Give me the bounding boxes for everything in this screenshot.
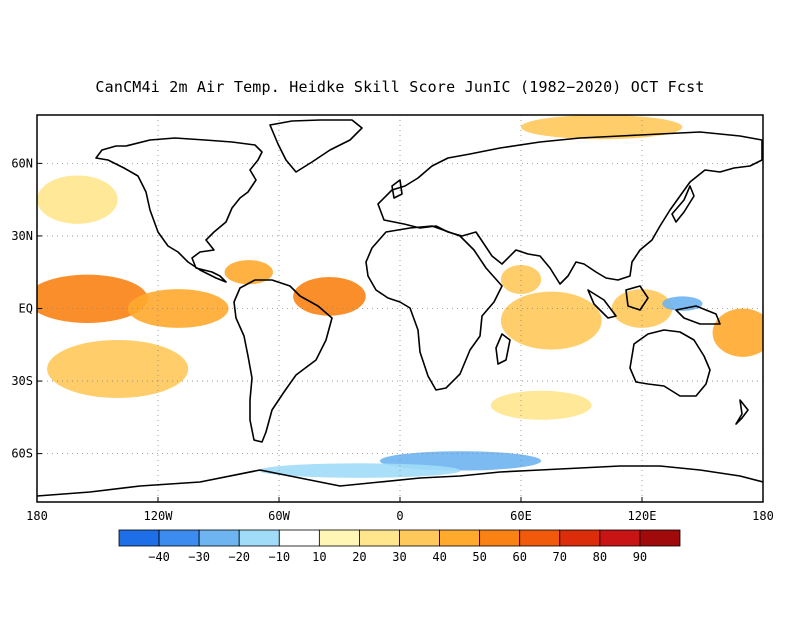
colorbar-label: 50 xyxy=(472,550,486,564)
colorbar-swatch xyxy=(599,529,641,547)
lon-tick-label: 60W xyxy=(268,509,290,523)
coastline-sumatra xyxy=(587,289,617,319)
colorbar-label: −10 xyxy=(268,550,290,564)
colorbar-swatch xyxy=(359,529,400,547)
lon-tick-label: 180 xyxy=(752,509,774,523)
coastline-australia xyxy=(629,329,711,397)
lon-tick-label: 120W xyxy=(144,509,174,523)
skill-region-south-pacific xyxy=(47,339,189,398)
lat-tick-label: EQ xyxy=(19,302,33,316)
colorbar-swatch xyxy=(559,529,601,547)
skill-region-indian-ocean xyxy=(500,291,602,350)
skill-region-antarctic-coast-neg xyxy=(258,463,461,478)
skill-field xyxy=(37,115,763,478)
colorbar-label: 40 xyxy=(432,550,446,564)
coastline-borneo xyxy=(625,285,649,311)
lat-tick-label: 60N xyxy=(11,156,33,170)
colorbar-label: 60 xyxy=(512,550,526,564)
skill-region-caribbean xyxy=(224,260,273,285)
colorbar-swatch xyxy=(519,529,561,547)
colorbar-label: 20 xyxy=(352,550,366,564)
colorbar-swatch xyxy=(158,529,200,547)
coastline-new-zealand xyxy=(735,399,749,425)
colorbar-swatch xyxy=(639,529,681,547)
coastline-british-isles xyxy=(391,179,403,199)
lat-tick-labels: 60N 30N EQ 30S 60S xyxy=(11,156,42,461)
colorbar-swatch xyxy=(278,529,320,547)
colorbar-swatch xyxy=(479,529,521,547)
lat-tick-label: 30S xyxy=(11,374,33,388)
lon-tick-label: 0 xyxy=(396,509,403,523)
plot-area xyxy=(37,115,763,502)
skill-region-tropical-atlantic xyxy=(293,277,366,316)
skill-region-north-pacific xyxy=(37,175,118,224)
skill-region-east-pacific-eq xyxy=(127,289,229,328)
colorbar-label: 10 xyxy=(312,550,326,564)
colorbar-swatch xyxy=(318,529,360,547)
colorbar-swatch xyxy=(439,529,481,547)
coastline-japan xyxy=(671,185,695,223)
colorbar-swatch xyxy=(118,529,160,547)
colorbar-swatch xyxy=(198,529,240,547)
skill-region-south-indian xyxy=(490,390,592,420)
map-title: CanCM4i 2m Air Temp. Heidke Skill Score … xyxy=(95,78,705,96)
colorbar-swatch xyxy=(238,529,280,547)
coastline-south-america xyxy=(233,279,333,443)
lon-tick-label: 60E xyxy=(510,509,532,523)
coastlines xyxy=(37,119,763,497)
colorbar-label: 90 xyxy=(633,550,647,564)
skill-region-west-pacific-south xyxy=(712,308,763,357)
lon-tick-label: 180 xyxy=(26,509,48,523)
gridlines xyxy=(37,115,763,502)
lat-tick-label: 60S xyxy=(11,447,33,461)
colorbar-label: −40 xyxy=(148,550,170,564)
lat-tick-label: 30N xyxy=(11,229,33,243)
colorbar-swatch xyxy=(399,529,440,547)
colorbar-label: 80 xyxy=(593,550,607,564)
colorbar-label: −20 xyxy=(228,550,250,564)
colorbar-label: −30 xyxy=(188,550,210,564)
skill-region-central-pacific-eq xyxy=(37,274,148,324)
coastline-new-guinea xyxy=(675,305,721,325)
coastline-eurasia xyxy=(377,131,763,285)
skill-region-arctic-siberia xyxy=(521,115,683,140)
coastline-antarctica xyxy=(37,465,763,497)
colorbar-label: 30 xyxy=(392,550,406,564)
skill-region-arabian-sea xyxy=(500,264,542,294)
coastline-greenland xyxy=(269,119,363,173)
colorbar: −40 −30 −20 −10 10 20 30 40 50 60 70 80 90 xyxy=(118,529,681,564)
coastline-north-america xyxy=(95,137,263,283)
colorbar-label: 70 xyxy=(553,550,567,564)
lon-tick-labels: 180 120W 60W 0 60E 120E 180 xyxy=(26,497,774,523)
coastline-africa xyxy=(365,225,503,391)
coastline-madagascar xyxy=(495,333,511,365)
lon-tick-label: 120E xyxy=(628,509,657,523)
